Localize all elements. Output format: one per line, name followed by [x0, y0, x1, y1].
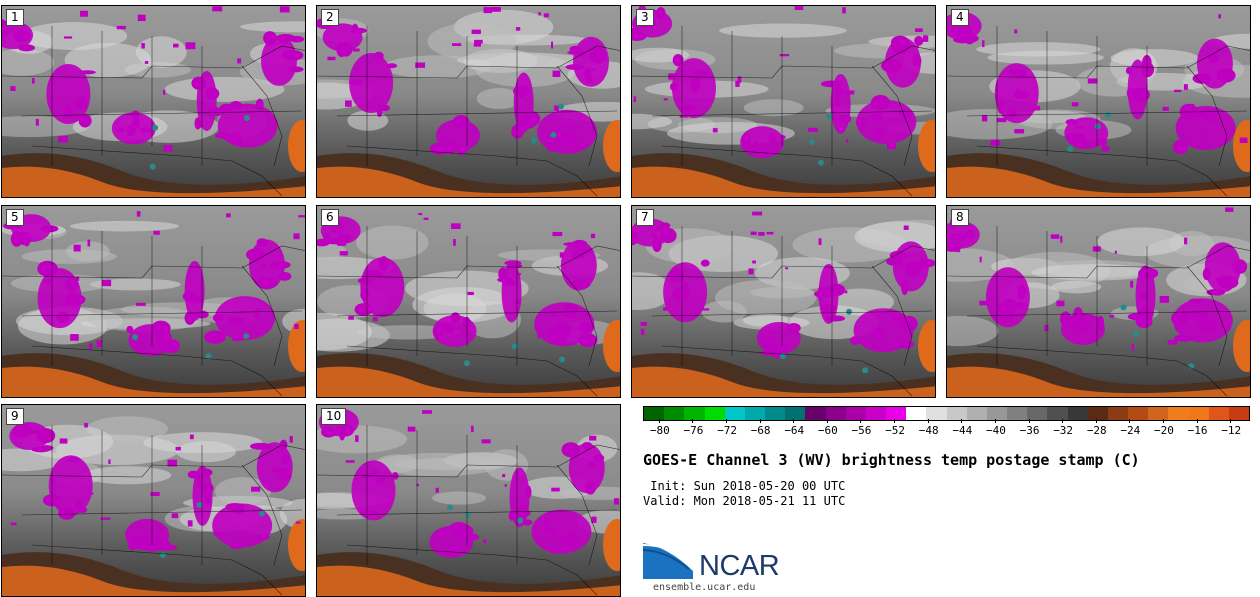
- colorbar-swatch: [744, 407, 766, 420]
- valid-time: Valid: Mon 2018-05-21 11 UTC: [643, 494, 846, 508]
- colorbar-swatch: [1087, 407, 1108, 420]
- colorbar-swatch: [1208, 407, 1229, 420]
- colorbar-tick: −52: [875, 419, 915, 437]
- panel-label: 10: [321, 408, 347, 425]
- stamp-panel-8: 8: [946, 205, 1251, 398]
- panel-label: 2: [321, 9, 339, 26]
- colorbar-swatch: [1188, 407, 1209, 420]
- colorbar-ticks: −80 −76 −72 −68 −64 −60 −56 −52 −48 −44 −40 −36 −32−…: [643, 419, 1248, 439]
- colorbar-tick: −76: [673, 419, 713, 437]
- colorbar-swatch: [1128, 407, 1149, 420]
- colorbar-swatch: [926, 407, 947, 420]
- colorbar-tick: −48: [909, 419, 949, 437]
- colorbar-tick: −40: [976, 419, 1016, 437]
- ncar-logo-icon: [643, 543, 694, 579]
- panel-label: 1: [6, 9, 24, 26]
- colorbar: [643, 406, 1250, 421]
- colorbar-swatch: [1228, 407, 1250, 420]
- colorbar-tick: −56: [841, 419, 881, 437]
- colorbar-tick: −28: [1077, 419, 1117, 437]
- colorbar-tick: −24: [1110, 419, 1150, 437]
- panel-label: 3: [636, 9, 654, 26]
- colorbar-swatch: [704, 407, 725, 420]
- colorbar-swatch: [1007, 407, 1028, 420]
- colorbar-tick: −72: [707, 419, 747, 437]
- logo-url: ensemble.ucar.edu: [653, 582, 756, 593]
- stamp-panel-5: 5: [1, 205, 306, 398]
- colorbar-swatch: [664, 407, 685, 420]
- colorbar-swatch: [1067, 407, 1088, 420]
- panel-label: 6: [321, 209, 339, 226]
- colorbar-swatch: [765, 407, 786, 420]
- colorbar-swatch: [825, 407, 846, 420]
- colorbar-swatch: [644, 407, 665, 420]
- stamp-panel-2: 2: [316, 5, 621, 198]
- colorbar-tick: −12: [1211, 419, 1251, 437]
- colorbar-tick: −60: [808, 419, 848, 437]
- colorbar-tick: −20: [1144, 419, 1184, 437]
- stamp-panel-10: 10: [316, 404, 621, 597]
- init-time: Init: Sun 2018-05-20 00 UTC: [643, 479, 846, 493]
- colorbar-swatch: [1027, 407, 1048, 420]
- colorbar-tick: −16: [1178, 419, 1218, 437]
- colorbar-swatch: [906, 407, 927, 420]
- colorbar-swatch: [886, 407, 907, 420]
- colorbar-swatch: [966, 407, 987, 420]
- stamp-panel-3: 3: [631, 5, 936, 198]
- colorbar-swatch: [1168, 407, 1189, 420]
- colorbar-tick: −44: [942, 419, 982, 437]
- panel-label: 9: [6, 408, 24, 425]
- colorbar-swatch: [785, 407, 806, 420]
- ncar-logo-text: NCAR: [699, 550, 780, 582]
- stamp-panel-7: 7: [631, 205, 936, 398]
- stamp-panel-6: 6: [316, 205, 621, 398]
- colorbar-swatch: [845, 407, 866, 420]
- colorbar-tick: −32: [1043, 419, 1083, 437]
- colorbar-tick: −68: [741, 419, 781, 437]
- colorbar-tick: −80: [640, 419, 680, 437]
- colorbar-swatch: [1047, 407, 1068, 420]
- colorbar-swatch: [1148, 407, 1169, 420]
- colorbar-swatch: [986, 407, 1008, 420]
- figure-title: GOES-E Channel 3 (WV) brightness temp po…: [643, 451, 1140, 469]
- panel-label: 7: [636, 209, 654, 226]
- colorbar-swatch: [946, 407, 967, 420]
- panel-label: 4: [951, 9, 969, 26]
- colorbar-tick: −64: [774, 419, 814, 437]
- stamp-panel-4: 4: [946, 5, 1251, 198]
- colorbar-swatch: [805, 407, 826, 420]
- colorbar-swatch: [724, 407, 745, 420]
- colorbar-swatch: [684, 407, 705, 420]
- colorbar-swatch: [1107, 407, 1129, 420]
- stamp-panel-9: 9: [1, 404, 306, 597]
- colorbar-tick: −36: [1010, 419, 1050, 437]
- panel-label: 8: [951, 209, 969, 226]
- colorbar-swatch: [865, 407, 887, 420]
- stamp-panel-1: 1: [1, 5, 306, 198]
- panel-label: 5: [6, 209, 24, 226]
